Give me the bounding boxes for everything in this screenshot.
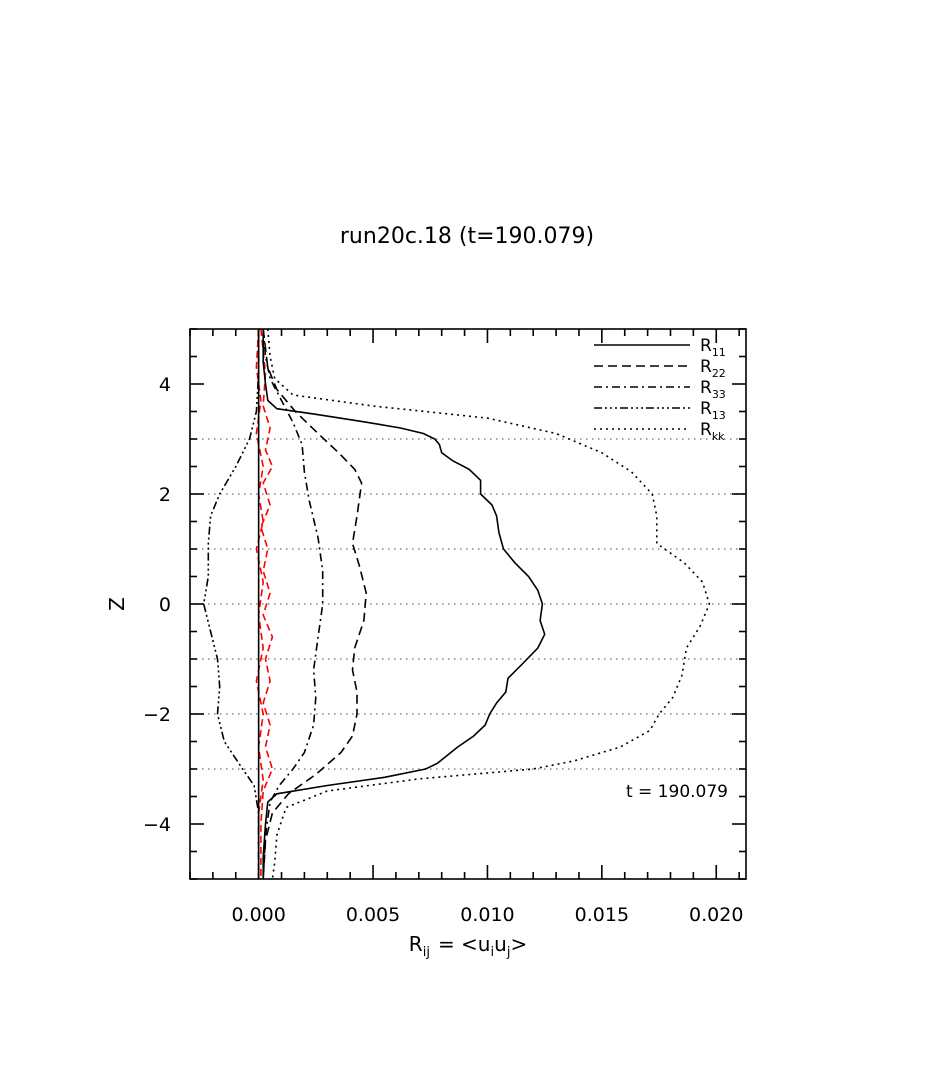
series-line-r11 [262, 329, 546, 879]
series-line-rkk [267, 328, 711, 880]
y-tick-label: 4 [159, 374, 171, 396]
chart-title: run20c.18 (t=190.079) [340, 224, 594, 249]
y-tick-label: 2 [159, 484, 171, 506]
time-annotation: t = 190.079 [626, 782, 728, 802]
x-tick-labels: 0.000 0.005 0.010 0.015 0.020 [231, 904, 743, 926]
x-axis-label: Rij = <uiuj> [409, 932, 527, 960]
series-line-r22 [262, 328, 368, 880]
series-line-r13 [202, 329, 260, 879]
y-tick-label: 0 [159, 594, 171, 616]
legend-label-r33: R33 [700, 378, 726, 401]
series-line-r33 [262, 328, 324, 880]
x-tick-label: 0.005 [346, 904, 400, 926]
legend-label-r11: R11 [700, 336, 726, 359]
legend-label-r13: R13 [700, 399, 726, 422]
x-tick-label: 0.010 [460, 904, 514, 926]
legend-label-rkk: Rkk [700, 420, 725, 443]
x-tick-label: 0.015 [575, 904, 629, 926]
horizontal-gridlines [190, 438, 746, 770]
axis-ticks [189, 328, 746, 880]
series-layer [202, 328, 711, 880]
legend-label-r22: R22 [700, 357, 726, 380]
red-series-line [260, 328, 274, 879]
y-tick-label: −2 [143, 704, 171, 726]
y-axis-label: Z [105, 597, 129, 611]
x-tick-label: 0.000 [231, 904, 285, 926]
y-tick-label: −4 [143, 814, 171, 836]
x-tick-label: 0.020 [689, 904, 743, 926]
y-tick-labels: −4 −2 0 2 4 [143, 374, 171, 836]
